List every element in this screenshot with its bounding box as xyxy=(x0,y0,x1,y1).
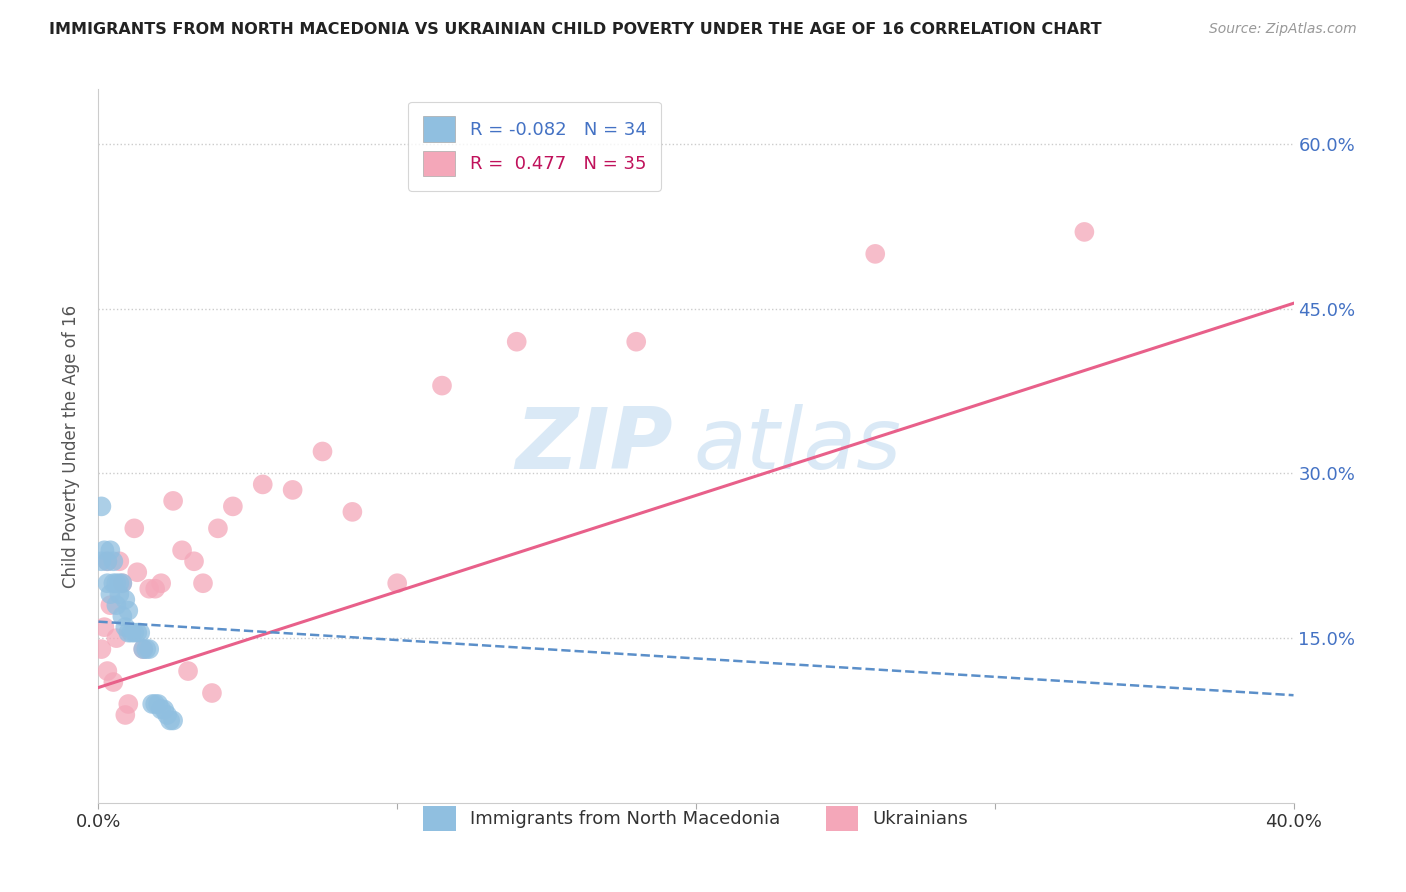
Point xyxy=(98,587,122,601)
Point xyxy=(111,576,134,591)
Point xyxy=(153,702,176,716)
Point xyxy=(124,625,146,640)
Point xyxy=(865,247,887,261)
Point xyxy=(506,334,529,349)
Point xyxy=(342,505,364,519)
Point xyxy=(138,642,160,657)
Point xyxy=(103,554,125,568)
Point xyxy=(183,554,205,568)
Text: ZIP: ZIP xyxy=(516,404,673,488)
Point xyxy=(156,708,179,723)
Point xyxy=(117,604,139,618)
Point xyxy=(120,625,142,640)
Point xyxy=(162,494,184,508)
Point xyxy=(111,576,134,591)
Point xyxy=(105,598,128,612)
Point xyxy=(114,708,136,723)
Point xyxy=(98,543,122,558)
Point xyxy=(93,620,115,634)
Text: atlas: atlas xyxy=(693,404,901,488)
Point xyxy=(162,714,184,728)
Point xyxy=(1073,225,1095,239)
Point xyxy=(311,444,333,458)
Point xyxy=(96,554,118,568)
Point xyxy=(150,702,173,716)
Point xyxy=(148,697,170,711)
Point xyxy=(98,598,122,612)
Point xyxy=(108,576,131,591)
Point xyxy=(127,566,149,580)
Point xyxy=(90,642,112,657)
Point xyxy=(207,521,229,535)
Point xyxy=(281,483,304,497)
Point xyxy=(117,697,139,711)
Point xyxy=(135,642,157,657)
Point xyxy=(132,642,155,657)
Point xyxy=(103,576,125,591)
Point xyxy=(108,554,131,568)
Text: IMMIGRANTS FROM NORTH MACEDONIA VS UKRAINIAN CHILD POVERTY UNDER THE AGE OF 16 C: IMMIGRANTS FROM NORTH MACEDONIA VS UKRAI… xyxy=(49,22,1102,37)
Point xyxy=(90,500,112,514)
Point xyxy=(96,576,118,591)
Point xyxy=(252,477,274,491)
Point xyxy=(96,664,118,678)
Point xyxy=(103,675,125,690)
Point xyxy=(108,587,131,601)
Point xyxy=(191,576,214,591)
Point xyxy=(114,620,136,634)
Point xyxy=(222,500,245,514)
Point xyxy=(177,664,200,678)
Point xyxy=(90,554,112,568)
Point xyxy=(430,378,453,392)
Point xyxy=(385,576,409,591)
Point xyxy=(143,697,166,711)
Point xyxy=(105,631,128,645)
Point xyxy=(114,592,136,607)
Point xyxy=(93,543,115,558)
Point xyxy=(141,697,163,711)
Point xyxy=(138,582,160,596)
Point xyxy=(626,334,648,349)
Point xyxy=(129,625,152,640)
Point xyxy=(143,582,166,596)
Point xyxy=(105,576,128,591)
Point xyxy=(150,576,173,591)
Point xyxy=(96,554,118,568)
Point xyxy=(201,686,224,700)
Point xyxy=(132,642,155,657)
Point xyxy=(124,521,146,535)
Point xyxy=(111,609,134,624)
Point xyxy=(117,625,139,640)
Legend: Immigrants from North Macedonia, Ukrainians: Immigrants from North Macedonia, Ukraini… xyxy=(415,797,977,840)
Text: Source: ZipAtlas.com: Source: ZipAtlas.com xyxy=(1209,22,1357,37)
Point xyxy=(172,543,194,558)
Point xyxy=(159,714,181,728)
Y-axis label: Child Poverty Under the Age of 16: Child Poverty Under the Age of 16 xyxy=(62,304,80,588)
Point xyxy=(127,625,149,640)
